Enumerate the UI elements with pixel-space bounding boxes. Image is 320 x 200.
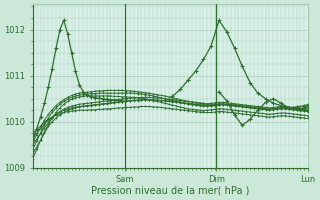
X-axis label: Pression niveau de la mer( hPa ): Pression niveau de la mer( hPa ) [91, 186, 250, 196]
